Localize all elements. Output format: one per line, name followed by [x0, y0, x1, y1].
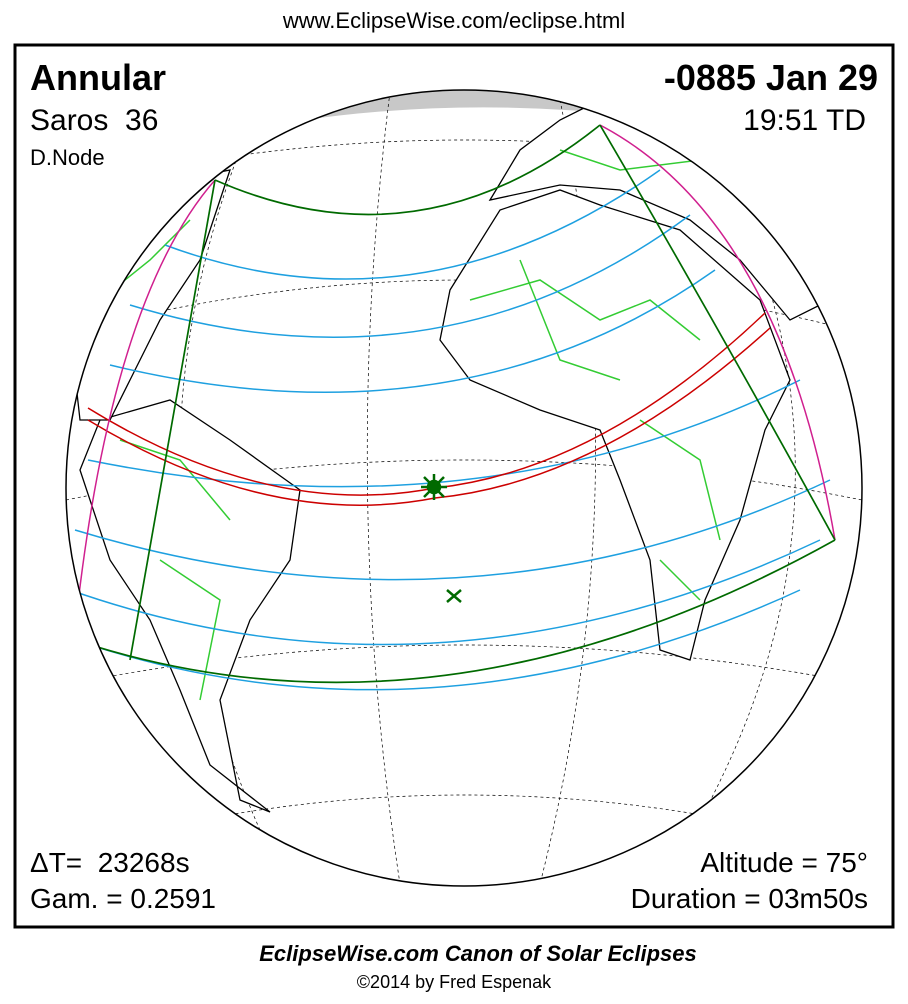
- site-url: www.EclipseWise.com/eclipse.html: [282, 8, 625, 33]
- magnitude-lines: [69, 169, 831, 691]
- footer-title: EclipseWise.com Canon of Solar Eclipses: [259, 941, 697, 966]
- greatest-duration: [446, 589, 462, 603]
- date: -0885 Jan 29: [664, 57, 878, 98]
- time: 19:51 TD: [743, 104, 866, 137]
- gamma: Gam. = 0.2591: [30, 883, 216, 914]
- greatest-eclipse: [421, 474, 447, 500]
- saros: Saros 36: [30, 104, 158, 137]
- delta-t: ΔT= 23268s: [30, 847, 190, 878]
- eclipse-type: Annular: [30, 57, 166, 98]
- altitude: Altitude = 75°: [700, 847, 868, 878]
- footer-credit: ©2014 by Fred Espenak: [357, 972, 552, 992]
- penumbral-limits: [74, 124, 836, 684]
- rise-set-curves: [74, 124, 836, 631]
- duration: Duration = 03m50s: [631, 883, 868, 914]
- globe-edge: [65, 89, 863, 887]
- node: D.Node: [30, 145, 105, 170]
